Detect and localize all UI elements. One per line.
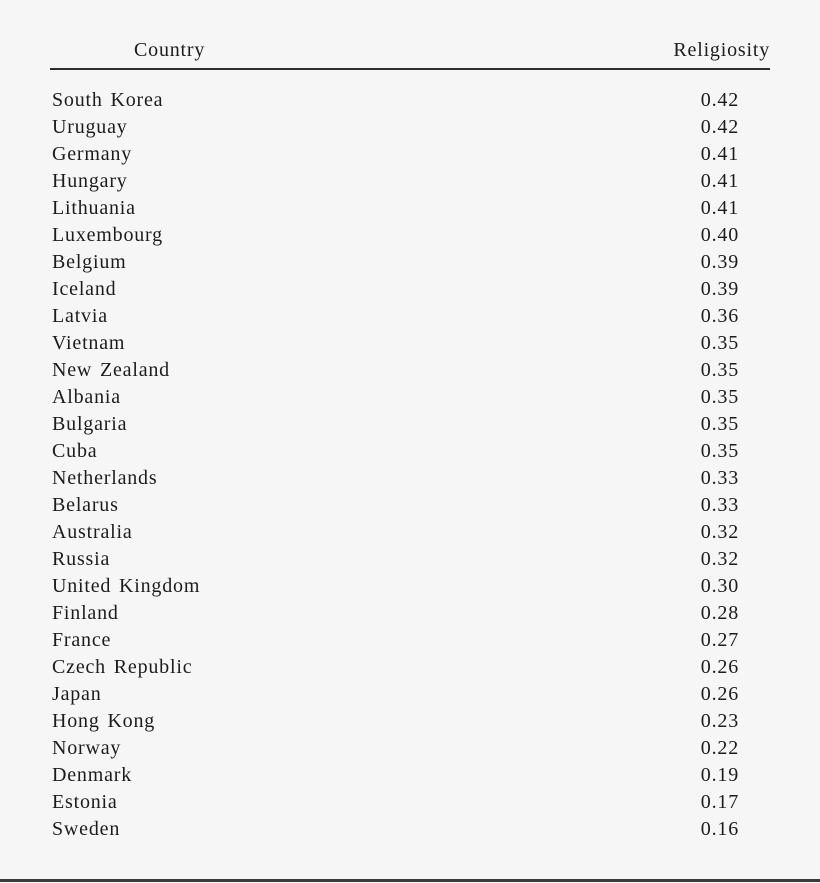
- table-row: New Zealand 0.35: [50, 357, 770, 384]
- religiosity-cell: 0.36: [700, 305, 739, 327]
- table-row: Estonia 0.17: [50, 789, 770, 816]
- country-cell: Bulgaria: [52, 413, 128, 435]
- table-row: Sweden 0.16: [50, 816, 770, 843]
- religiosity-cell: 0.35: [700, 413, 739, 435]
- religiosity-cell: 0.35: [700, 386, 739, 408]
- country-cell: Australia: [52, 521, 133, 543]
- religiosity-cell: 0.32: [700, 548, 739, 570]
- religiosity-cell: 0.39: [700, 251, 739, 273]
- religiosity-cell: 0.28: [700, 602, 739, 624]
- religiosity-cell: 0.35: [700, 332, 739, 354]
- country-cell: Norway: [52, 737, 122, 759]
- country-cell: Albania: [52, 386, 121, 408]
- country-cell: France: [52, 629, 112, 651]
- table-row: Latvia 0.36: [50, 303, 770, 330]
- country-cell: Luxembourg: [52, 224, 163, 246]
- country-cell: Belarus: [52, 494, 119, 516]
- table-row: Luxembourg 0.40: [50, 222, 770, 249]
- country-cell: Iceland: [52, 278, 117, 300]
- country-cell: Czech Republic: [52, 656, 193, 678]
- religiosity-cell: 0.42: [700, 116, 739, 138]
- table-row: United Kingdom 0.30: [50, 573, 770, 600]
- country-cell: New Zealand: [52, 359, 170, 381]
- religiosity-cell: 0.33: [700, 467, 739, 489]
- country-cell: Sweden: [52, 818, 121, 840]
- table-row: Finland 0.28: [50, 600, 770, 627]
- table-row: Hong Kong 0.23: [50, 708, 770, 735]
- table-header-row: Country Religiosity: [50, 36, 770, 64]
- table-row: Belarus 0.33: [50, 492, 770, 519]
- column-header-religiosity: Religiosity: [673, 39, 770, 61]
- religiosity-cell: 0.42: [700, 89, 739, 111]
- table-row: France 0.27: [50, 627, 770, 654]
- religiosity-cell: 0.32: [700, 521, 739, 543]
- country-cell: Uruguay: [52, 116, 128, 138]
- country-cell: Finland: [52, 602, 119, 624]
- table-row: Cuba 0.35: [50, 438, 770, 465]
- table-row: Norway 0.22: [50, 735, 770, 762]
- country-cell: Vietnam: [52, 332, 126, 354]
- bottom-rule: [0, 879, 820, 882]
- column-header-country: Country: [134, 39, 206, 61]
- religiosity-cell: 0.41: [700, 170, 739, 192]
- table-body: South Korea 0.42 Uruguay 0.42 Germany 0.41 Hun…: [50, 87, 770, 843]
- religiosity-cell: 0.22: [700, 737, 739, 759]
- table-row: Japan 0.26: [50, 681, 770, 708]
- table-row: Uruguay 0.42: [50, 114, 770, 141]
- table-row: Iceland 0.39: [50, 276, 770, 303]
- religiosity-cell: 0.39: [700, 278, 739, 300]
- country-cell: United Kingdom: [52, 575, 201, 597]
- religiosity-cell: 0.26: [700, 656, 739, 678]
- country-cell: Hong Kong: [52, 710, 156, 732]
- country-cell: Hungary: [52, 170, 128, 192]
- table-row: Denmark 0.19: [50, 762, 770, 789]
- table-row: Vietnam 0.35: [50, 330, 770, 357]
- country-cell: Cuba: [52, 440, 98, 462]
- table-row: Germany 0.41: [50, 141, 770, 168]
- country-cell: Denmark: [52, 764, 133, 786]
- country-cell: Estonia: [52, 791, 118, 813]
- table-row: Netherlands 0.33: [50, 465, 770, 492]
- religiosity-cell: 0.17: [700, 791, 739, 813]
- country-cell: Russia: [52, 548, 111, 570]
- header-rule: [50, 68, 770, 70]
- table-row: Lithuania 0.41: [50, 195, 770, 222]
- table-row: Czech Republic 0.26: [50, 654, 770, 681]
- religiosity-cell: 0.41: [700, 143, 739, 165]
- country-cell: Lithuania: [52, 197, 136, 219]
- table-row: Albania 0.35: [50, 384, 770, 411]
- country-cell: Germany: [52, 143, 133, 165]
- table-row: Australia 0.32: [50, 519, 770, 546]
- religiosity-cell: 0.19: [700, 764, 739, 786]
- table-row: South Korea 0.42: [50, 87, 770, 114]
- religiosity-cell: 0.23: [700, 710, 739, 732]
- religiosity-cell: 0.27: [700, 629, 739, 651]
- country-cell: South Korea: [52, 89, 164, 111]
- religiosity-cell: 0.30: [700, 575, 739, 597]
- religiosity-cell: 0.26: [700, 683, 739, 705]
- religiosity-cell: 0.33: [700, 494, 739, 516]
- religiosity-cell: 0.35: [700, 359, 739, 381]
- country-cell: Japan: [52, 683, 102, 705]
- religiosity-cell: 0.41: [700, 197, 739, 219]
- table-row: Bulgaria 0.35: [50, 411, 770, 438]
- country-cell: Latvia: [52, 305, 108, 327]
- country-cell: Netherlands: [52, 467, 158, 489]
- religiosity-cell: 0.35: [700, 440, 739, 462]
- table-row: Hungary 0.41: [50, 168, 770, 195]
- table-row: Russia 0.32: [50, 546, 770, 573]
- table-row: Belgium 0.39: [50, 249, 770, 276]
- religiosity-cell: 0.16: [700, 818, 739, 840]
- country-cell: Belgium: [52, 251, 127, 273]
- religiosity-cell: 0.40: [700, 224, 739, 246]
